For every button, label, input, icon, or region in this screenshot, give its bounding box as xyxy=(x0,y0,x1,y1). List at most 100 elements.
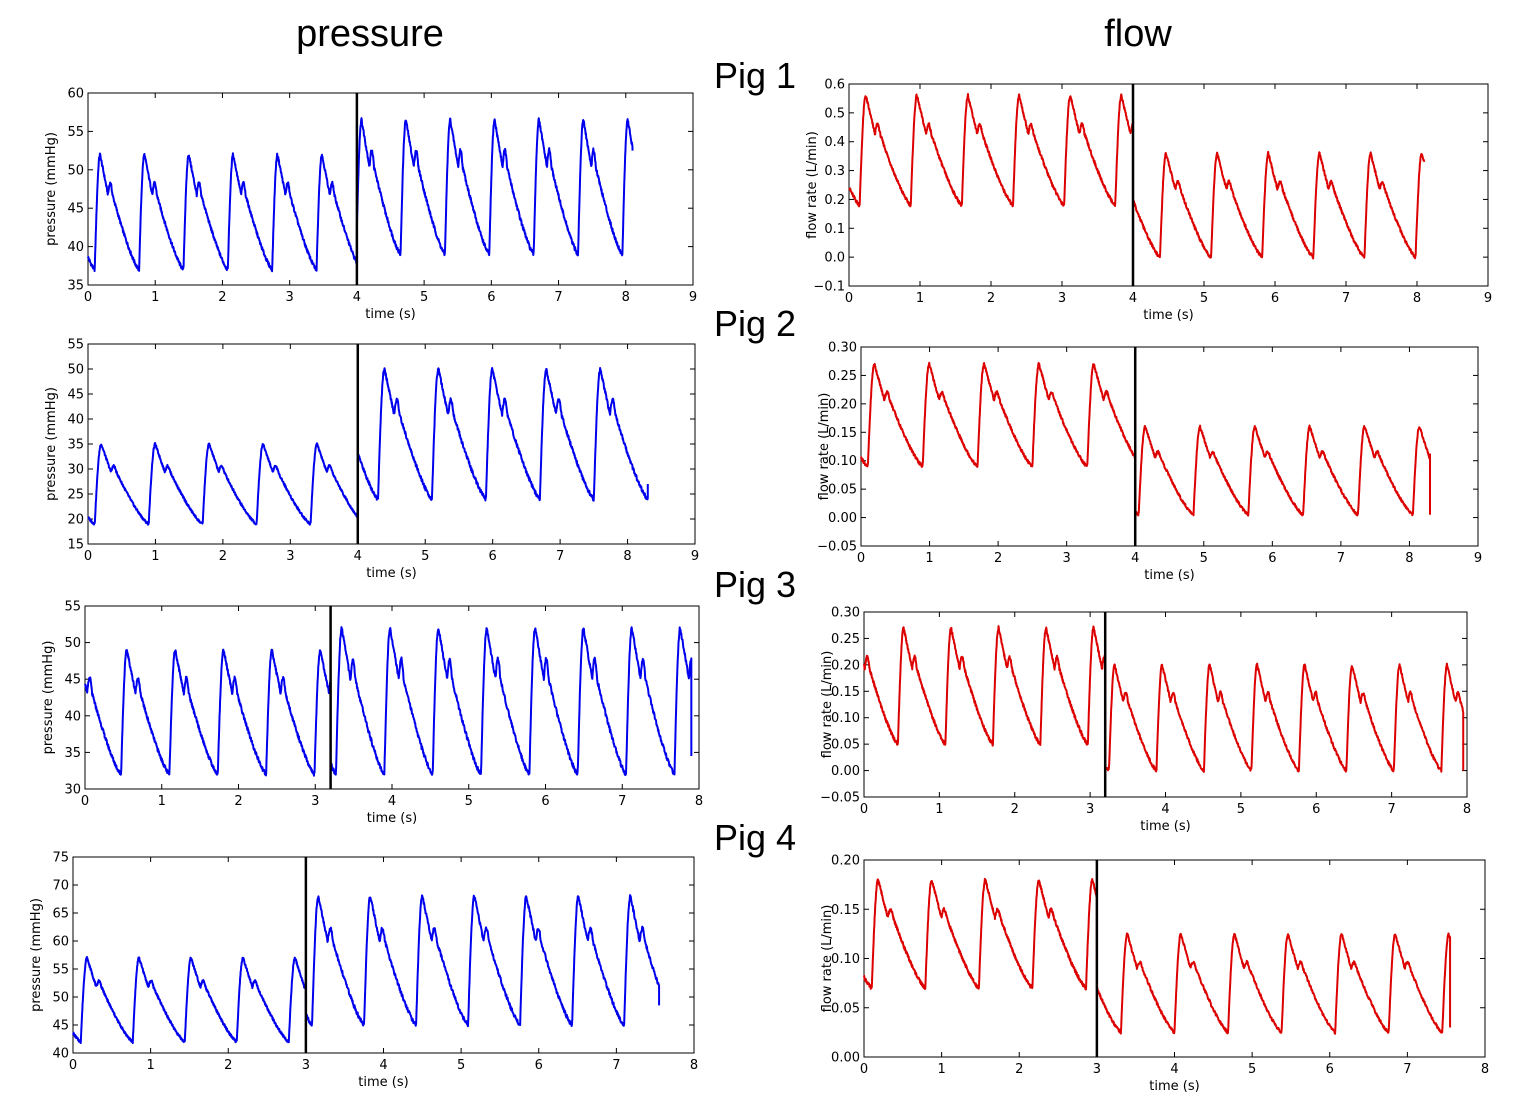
x-tick-label: 7 xyxy=(1337,551,1345,566)
y-tick-label: 0.4 xyxy=(824,135,845,150)
y-tick-label: 45 xyxy=(67,202,84,217)
x-tick-label: 2 xyxy=(994,551,1002,566)
x-tick-label: 4 xyxy=(353,290,361,305)
x-tick-label: 5 xyxy=(420,290,428,305)
y-tick-label: 40 xyxy=(67,240,84,255)
x-axis-label: time (s) xyxy=(358,1075,408,1090)
y-tick-label: −0.05 xyxy=(817,540,857,555)
x-tick-label: 7 xyxy=(554,290,562,305)
y-tick-label: 50 xyxy=(52,991,69,1006)
plot-frame xyxy=(848,83,1489,287)
x-tick-label: 0 xyxy=(860,1062,868,1077)
y-tick-label: 40 xyxy=(52,1047,69,1062)
y-axis-label: pressure (mmHg) xyxy=(44,387,59,501)
x-tick-label: 0 xyxy=(69,1058,77,1073)
y-tick-label: 0.05 xyxy=(828,483,857,498)
y-tick-label: 0.00 xyxy=(831,1051,860,1066)
plot-frame xyxy=(860,346,1479,547)
x-tick-label: 8 xyxy=(690,1058,698,1073)
x-tick-label: 8 xyxy=(1463,802,1471,817)
x-tick-label: 3 xyxy=(302,1058,310,1073)
x-axis-label: time (s) xyxy=(1143,308,1193,323)
x-tick-label: 2 xyxy=(1015,1062,1023,1077)
x-tick-label: 5 xyxy=(457,1058,465,1073)
y-tick-label: 55 xyxy=(64,600,81,615)
y-tick-label: 50 xyxy=(64,636,81,651)
x-tick-label: 8 xyxy=(622,290,630,305)
x-tick-label: 5 xyxy=(1200,291,1208,306)
x-tick-label: 7 xyxy=(1403,1062,1411,1077)
x-tick-label: 1 xyxy=(151,549,159,564)
y-tick-label: 50 xyxy=(67,163,84,178)
pig-3-label: Pig 3 xyxy=(714,564,796,605)
x-tick-label: 4 xyxy=(379,1058,387,1073)
chart-f1: 0 1 2 3 4 5 6 7 8 9 −0.1 0.0 0.1 0.2 0.3 0.4 0.5 0.6 time … xyxy=(805,78,1492,324)
x-tick-label: 0 xyxy=(857,551,865,566)
y-tick-label: 35 xyxy=(64,746,81,761)
y-tick-label: 0.00 xyxy=(831,764,860,779)
y-tick-label: 0.10 xyxy=(828,454,857,469)
plot-frame xyxy=(72,856,695,1054)
x-axis-label: time (s) xyxy=(1149,1079,1199,1094)
x-tick-label: 6 xyxy=(1326,1062,1334,1077)
x-tick-label: 1 xyxy=(151,290,159,305)
x-tick-label: 5 xyxy=(1200,551,1208,566)
y-tick-label: 0.15 xyxy=(831,685,860,700)
y-tick-label: 0.20 xyxy=(828,397,857,412)
chart-f3: 0 1 2 3 4 5 6 7 8 −0.05 0.00 0.05 0.10 0.15 0.20 0.25 0.… xyxy=(820,606,1471,835)
y-tick-label: 45 xyxy=(52,1019,69,1034)
y-tick-label: 60 xyxy=(52,935,69,950)
x-tick-label: 9 xyxy=(689,290,697,305)
x-tick-label: 0 xyxy=(84,549,92,564)
y-tick-label: 0.5 xyxy=(824,106,845,121)
x-tick-label: 8 xyxy=(1405,551,1413,566)
x-tick-label: 9 xyxy=(691,549,699,564)
y-tick-label: 20 xyxy=(67,513,84,528)
y-axis-label: pressure (mmHg) xyxy=(44,132,59,246)
y-tick-label: 0.2 xyxy=(824,193,845,208)
x-tick-label: 4 xyxy=(1131,551,1139,566)
y-tick-label: 25 xyxy=(67,488,84,503)
x-tick-label: 0 xyxy=(84,290,92,305)
x-tick-label: 6 xyxy=(535,1058,543,1073)
y-tick-label: 65 xyxy=(52,907,69,922)
y-tick-label: 0.30 xyxy=(831,606,860,621)
x-tick-label: 7 xyxy=(556,549,564,564)
y-tick-label: 45 xyxy=(67,388,84,403)
x-tick-label: 3 xyxy=(1063,551,1071,566)
x-tick-label: 2 xyxy=(234,794,242,809)
pig-2-label: Pig 2 xyxy=(714,303,796,344)
y-tick-label: 0.10 xyxy=(831,952,860,967)
y-tick-label: 50 xyxy=(67,363,84,378)
y-tick-label: 40 xyxy=(64,709,81,724)
y-axis-label: flow rate (L/min) xyxy=(805,131,820,239)
x-tick-label: 1 xyxy=(925,551,933,566)
x-tick-label: 6 xyxy=(541,794,549,809)
pig-4-label: Pig 4 xyxy=(714,817,796,858)
y-tick-label: 55 xyxy=(67,338,84,353)
y-tick-label: 15 xyxy=(67,538,84,553)
pig-1-label: Pig 1 xyxy=(714,55,796,96)
y-tick-label: −0.05 xyxy=(820,791,860,806)
x-tick-label: 4 xyxy=(1129,291,1137,306)
x-tick-label: 7 xyxy=(612,1058,620,1073)
x-tick-label: 6 xyxy=(489,549,497,564)
y-tick-label: 0.05 xyxy=(831,1001,860,1016)
y-axis-label: flow rate (L/min) xyxy=(817,393,832,501)
y-tick-label: 0.0 xyxy=(824,251,845,266)
x-tick-label: 8 xyxy=(623,549,631,564)
x-tick-label: 4 xyxy=(354,549,362,564)
x-tick-label: 1 xyxy=(146,1058,154,1073)
x-tick-label: 3 xyxy=(311,794,319,809)
y-tick-label: 75 xyxy=(52,851,69,866)
y-tick-label: 0.3 xyxy=(824,164,845,179)
y-axis-label: pressure (mmHg) xyxy=(29,898,44,1012)
y-axis-label: pressure (mmHg) xyxy=(41,641,56,755)
x-tick-label: 5 xyxy=(421,549,429,564)
x-tick-label: 9 xyxy=(1484,291,1492,306)
